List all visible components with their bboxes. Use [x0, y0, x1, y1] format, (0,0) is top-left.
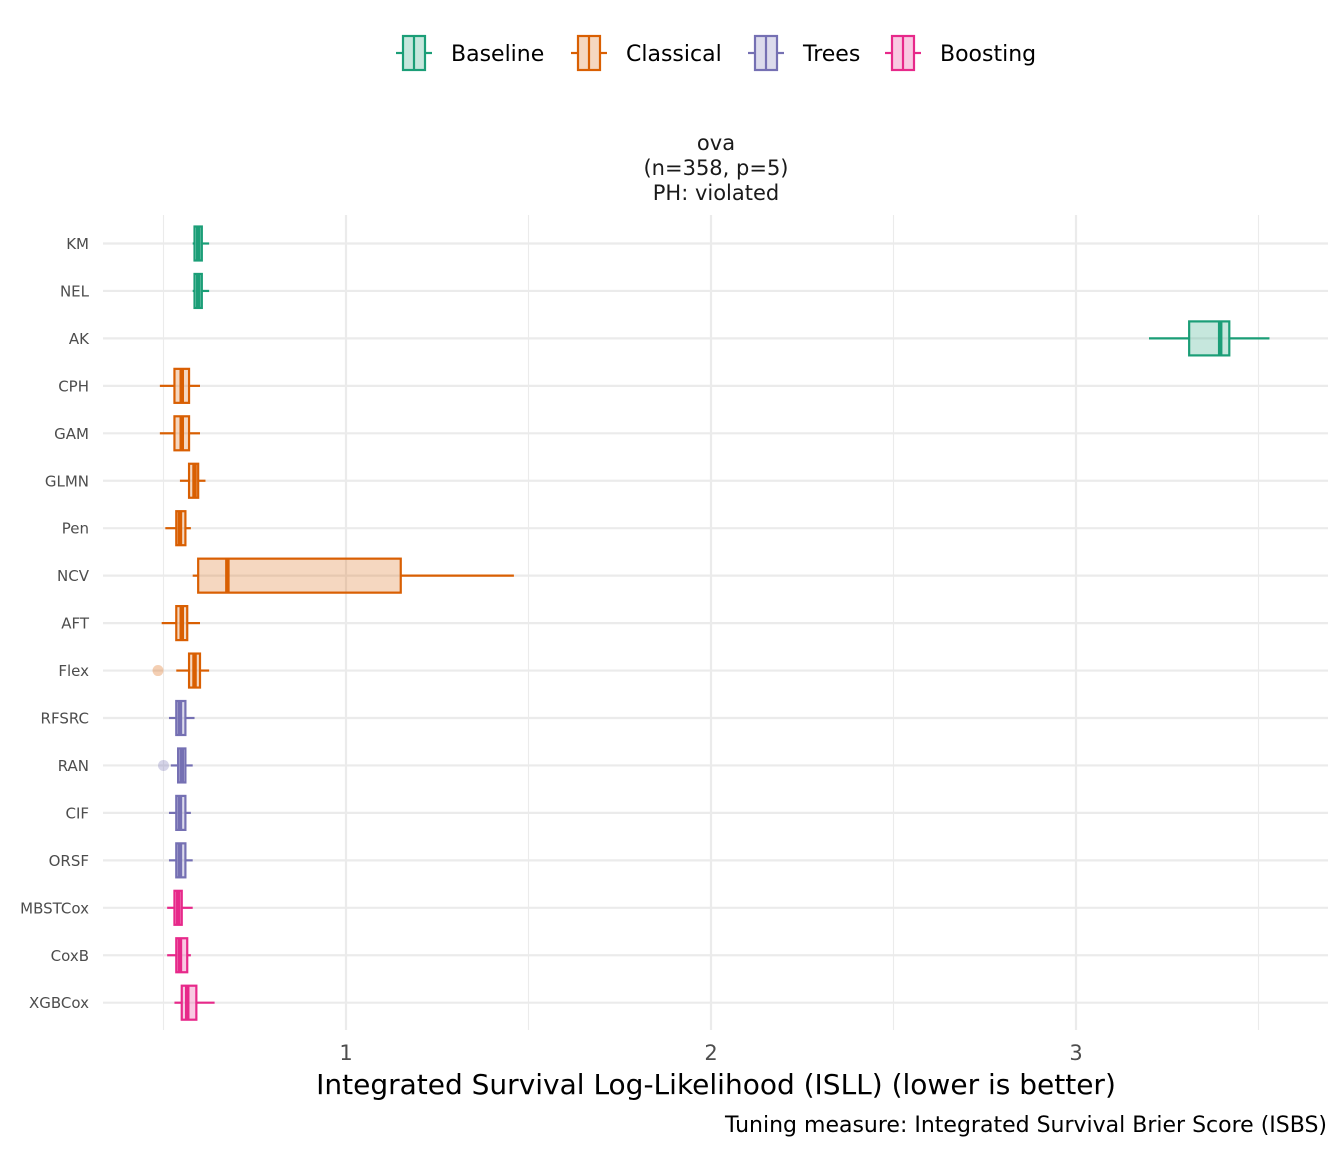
- y-tick-label: CoxB: [51, 947, 89, 965]
- box-iqr: [197, 557, 402, 594]
- box-nel: [192, 272, 210, 310]
- box-orsf: [168, 842, 193, 879]
- facet-title: ova (n=358, p=5) PH: violated: [643, 131, 788, 205]
- box-glmn: [179, 462, 206, 499]
- grid: [103, 215, 1328, 1030]
- box-iqr: [1188, 320, 1231, 357]
- x-axis-label: Integrated Survival Log-Likelihood (ISLL…: [316, 1068, 1116, 1101]
- legend-label: Classical: [626, 42, 722, 67]
- box-cph: [159, 367, 200, 404]
- y-tick-label: KM: [66, 235, 89, 253]
- x-tick-label: 3: [1069, 1041, 1082, 1065]
- box-gam: [159, 415, 200, 452]
- facet-title-line-3: PH: violated: [653, 181, 780, 205]
- y-tick-label: MBSTCox: [20, 899, 89, 917]
- y-tick-label: AK: [69, 330, 90, 348]
- facet-title-line-2: (n=358, p=5): [643, 156, 788, 180]
- facet-title-line-1: ova: [697, 131, 735, 155]
- legend-label: Baseline: [451, 42, 544, 67]
- legend-item-trees: Trees: [748, 34, 860, 72]
- box-cif: [168, 794, 191, 832]
- box-km: [192, 225, 210, 262]
- x-tick-label: 1: [339, 1041, 352, 1065]
- boxes: [152, 225, 1270, 1021]
- legend-key: [396, 34, 432, 72]
- y-tick-label: XGBCox: [29, 994, 89, 1012]
- legend-label: Boosting: [940, 42, 1036, 67]
- box-xgbcox: [174, 984, 215, 1021]
- y-tick-label: CIF: [65, 804, 89, 822]
- legend-item-classical: Classical: [571, 34, 722, 72]
- box-ran: [158, 747, 193, 784]
- box-coxb: [167, 937, 191, 974]
- legend-item-baseline: Baseline: [396, 34, 544, 72]
- y-tick-label: NEL: [60, 282, 90, 300]
- legend-key: [885, 34, 921, 72]
- outlier-point: [152, 665, 164, 677]
- box-flex: [152, 652, 210, 689]
- legend-label: Trees: [802, 42, 860, 67]
- y-tick-label: ORSF: [49, 852, 89, 870]
- outlier-point: [158, 759, 169, 771]
- legend: Baseline Classical Trees Boosting: [396, 34, 1036, 72]
- y-tick-label: Pen: [62, 520, 89, 538]
- box-aft: [161, 604, 200, 642]
- y-axis: KM NEL AK CPH GAM GLMN Pen NCV AFT Flex RFSRC RAN CI…: [20, 235, 90, 1012]
- y-tick-label: GAM: [54, 425, 89, 443]
- y-tick-label: Flex: [58, 662, 89, 680]
- caption: Tuning measure: Integrated Survival Brie…: [724, 1113, 1327, 1138]
- box-mbstcox: [167, 889, 193, 926]
- x-tick-label: 2: [704, 1041, 717, 1065]
- x-axis: 1 2 3: [339, 1041, 1082, 1065]
- box-pen: [165, 510, 191, 547]
- y-tick-label: CPH: [58, 377, 89, 395]
- box-ncv: [192, 557, 514, 594]
- y-tick-label: GLMN: [45, 472, 89, 490]
- box-ak: [1149, 320, 1270, 357]
- legend-item-boosting: Boosting: [885, 34, 1036, 72]
- y-tick-label: AFT: [61, 615, 90, 633]
- legend-key: [748, 34, 784, 72]
- legend-key: [571, 34, 607, 72]
- y-tick-label: NCV: [57, 567, 90, 585]
- box-rfsrc: [168, 699, 195, 737]
- y-tick-label: RFSRC: [41, 710, 89, 728]
- y-tick-label: RAN: [58, 757, 89, 775]
